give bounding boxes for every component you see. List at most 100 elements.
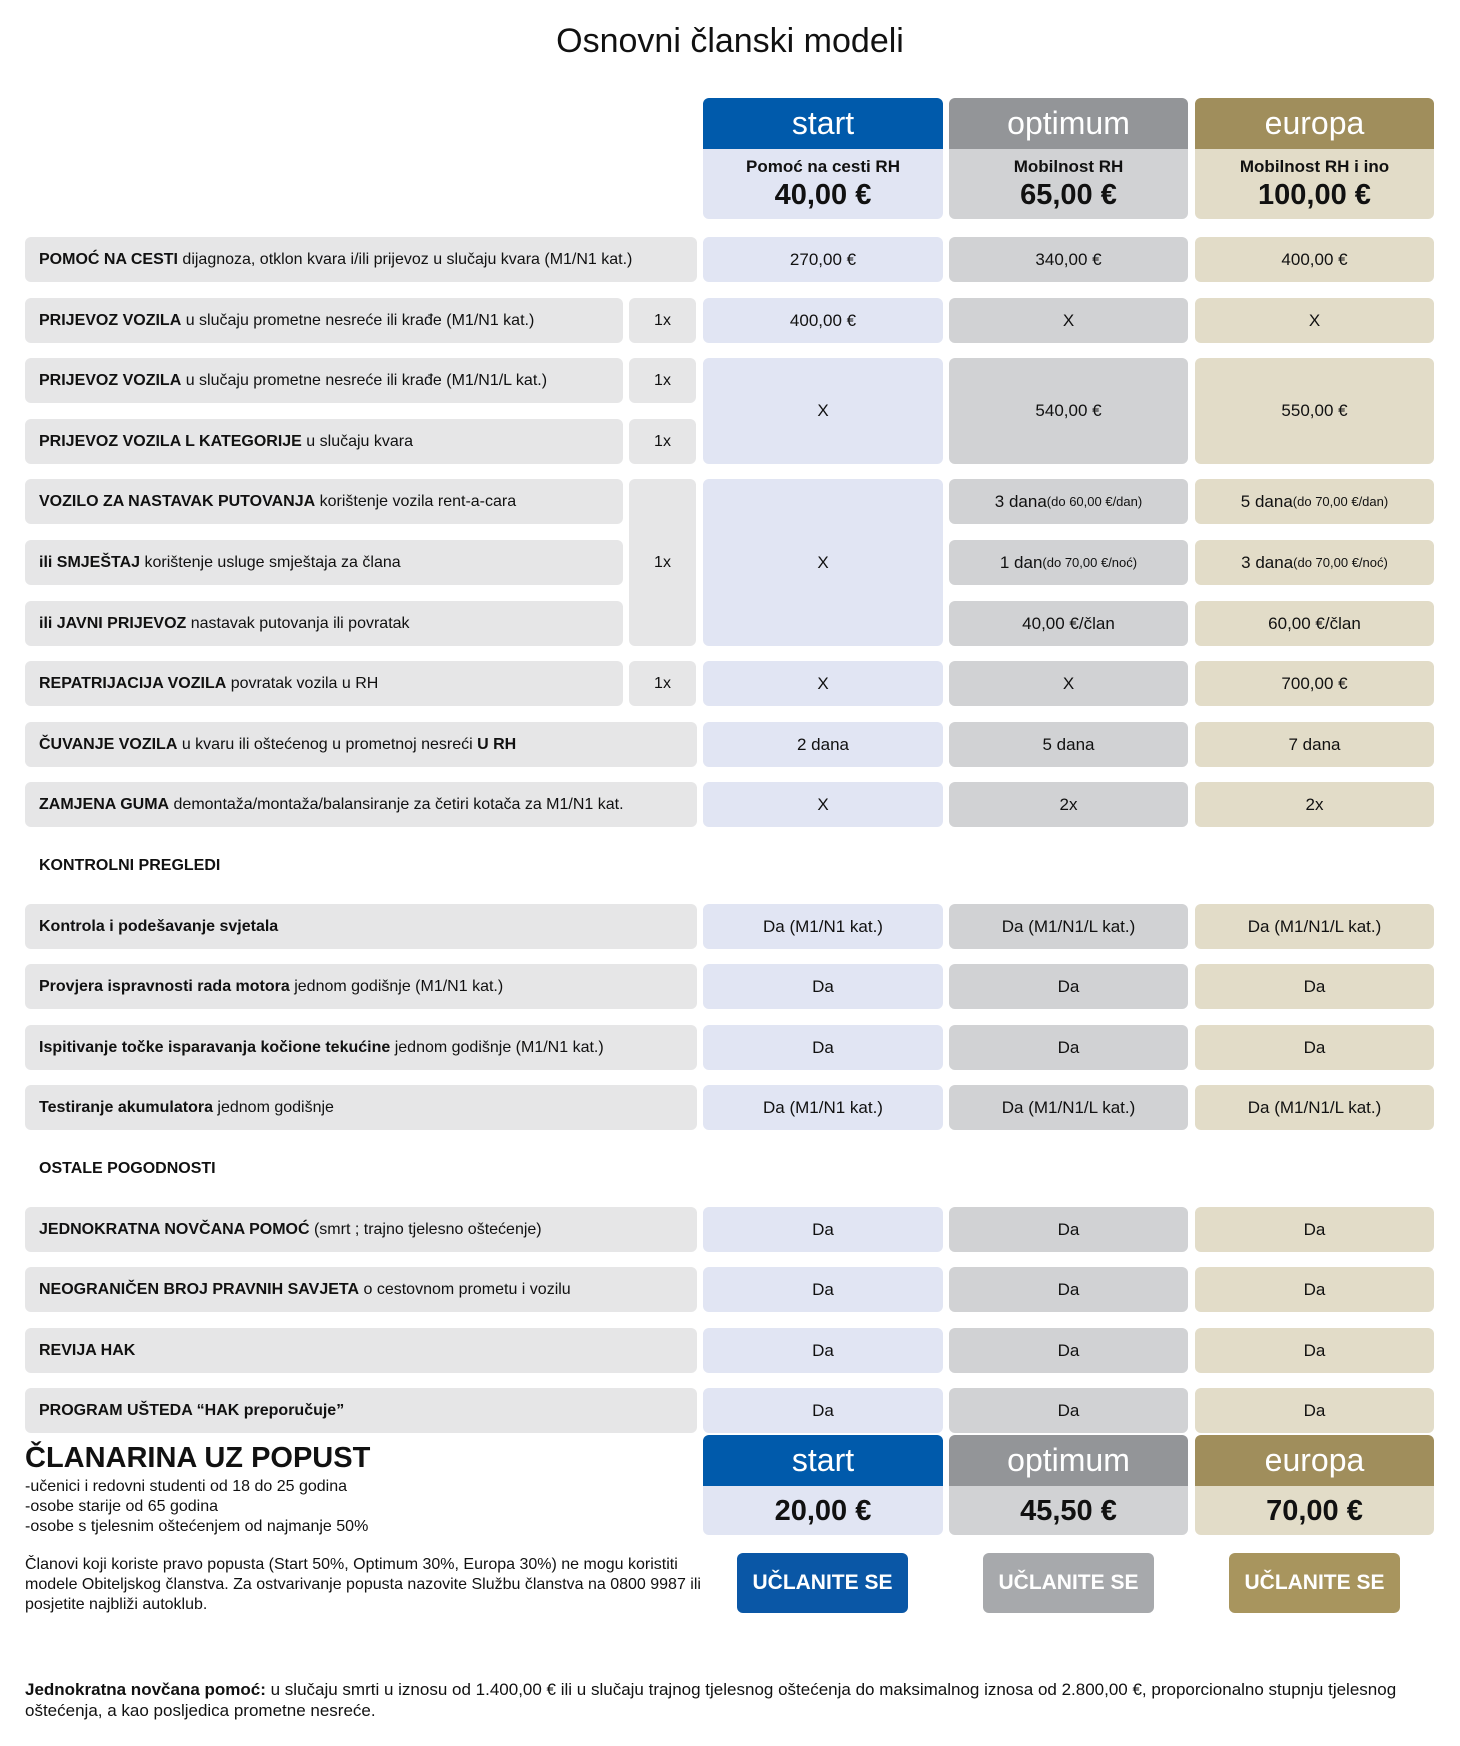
benefit-description: jednom godišnje xyxy=(212,1098,334,1116)
benefit-description: korištenje vozila rent-a-cara xyxy=(315,492,517,510)
value-start: Da xyxy=(703,1025,943,1070)
benefit-label: ili JAVNI PRIJEVOZ nastavak putovanja il… xyxy=(25,601,623,646)
value-start: 270,00 € xyxy=(703,237,943,282)
benefit-label: ili SMJEŠTAJ korištenje usluge smještaja… xyxy=(25,540,623,585)
benefit-name: NEOGRANIČEN BROJ PRAVNIH SAVJETA xyxy=(39,1280,360,1298)
benefit-label: JEDNOKRATNA NOVČANA POMOĆ (smrt ; trajno… xyxy=(25,1207,697,1252)
value-optimum: X xyxy=(949,298,1188,343)
plan-price: 65,00 € xyxy=(1020,178,1117,211)
benefit-name: PROGRAM UŠTEDA “HAK preporučuje” xyxy=(39,1401,345,1419)
value-europa: X xyxy=(1195,298,1434,343)
value-europa: 5 dana (do 70,00 €/dan) xyxy=(1195,479,1434,524)
discount-title: ČLANARINA UZ POPUST xyxy=(25,1442,371,1474)
value-europa: Da (M1/N1/L kat.) xyxy=(1195,1085,1434,1130)
benefit-description: povratak vozila u RH xyxy=(226,674,379,692)
benefit-label: ZAMJENA GUMA demontaža/montaža/balansira… xyxy=(25,782,697,827)
plan-price: 100,00 € xyxy=(1258,178,1371,211)
benefit-label: PRIJEVOZ VOZILA L KATEGORIJE u slučaju k… xyxy=(25,419,623,464)
benefit-description: u kvaru ili oštećenog u prometnoj nesreć… xyxy=(177,735,478,753)
benefit-name: PRIJEVOZ VOZILA xyxy=(39,371,182,389)
value-optimum: 5 dana xyxy=(949,722,1188,767)
plan-subtitle: Mobilnost RH xyxy=(1013,156,1124,176)
benefit-name: POMOĆ NA CESTI xyxy=(39,250,178,268)
value-start: 400,00 € xyxy=(703,298,943,343)
benefit-label: Provjera ispravnosti rada motora jednom … xyxy=(25,964,697,1009)
benefit-name: ZAMJENA GUMA xyxy=(39,795,170,813)
value-optimum: 2x xyxy=(949,782,1188,827)
condition: -osobe starije od 65 godina xyxy=(25,1498,219,1515)
value-start: Da xyxy=(703,1388,943,1433)
benefit-label: ČUVANJE VOZILA u kvaru ili oštećenog u p… xyxy=(25,722,697,767)
plan-price-optimum: Mobilnost RH 65,00 € xyxy=(949,149,1188,219)
plan-header-start: start xyxy=(703,98,943,149)
benefit-description: jednom godišnje (M1/N1 kat.) xyxy=(289,977,504,995)
benefit-name: Ispitivanje točke isparavanja kočione te… xyxy=(39,1038,391,1056)
value-europa: 550,00 € xyxy=(1195,358,1434,464)
benefit-description: jednom godišnje (M1/N1 kat.) xyxy=(390,1038,604,1056)
value-optimum: Da xyxy=(949,1267,1188,1312)
benefit-label: Kontrola i podešavanje svjetala xyxy=(25,904,697,949)
value-optimum: Da xyxy=(949,964,1188,1009)
benefit-description: (smrt ; trajno tjelesno oštećenje) xyxy=(309,1220,542,1238)
plan-subtitle: Pomoć na cesti RH xyxy=(746,156,900,176)
benefit-description: u slučaju kvara xyxy=(301,432,414,450)
benefit-name: VOZILO ZA NASTAVAK PUTOVANJA xyxy=(39,492,316,510)
usage-limit: 1x xyxy=(629,661,696,706)
benefit-label: PROGRAM UŠTEDA “HAK preporučuje” xyxy=(25,1388,697,1433)
value-note: (do 70,00 €/noć) xyxy=(1293,555,1388,570)
value-europa: 2x xyxy=(1195,782,1434,827)
value-europa: Da xyxy=(1195,1207,1434,1252)
condition: -učenici i redovni studenti od 18 do 25 … xyxy=(25,1478,347,1495)
benefit-name: PRIJEVOZ VOZILA xyxy=(39,311,182,329)
value-europa: 400,00 € xyxy=(1195,237,1434,282)
value-start: X xyxy=(703,358,943,464)
benefit-label: Testiranje akumulatora jednom godišnje xyxy=(25,1085,697,1130)
value-start: 2 dana xyxy=(703,722,943,767)
benefit-name-suffix: U RH xyxy=(477,735,517,753)
value-europa: 700,00 € xyxy=(1195,661,1434,706)
value-note: (do 70,00 €/dan) xyxy=(1292,494,1389,509)
usage-limit: 1x xyxy=(629,479,696,646)
usage-limit: 1x xyxy=(629,298,696,343)
value-europa: 60,00 €/član xyxy=(1195,601,1434,646)
value-start: Da xyxy=(703,1328,943,1373)
value-optimum: X xyxy=(949,661,1188,706)
join-optimum-button[interactable]: UČLANITE SE xyxy=(983,1553,1154,1613)
benefit-name: JEDNOKRATNA NOVČANA POMOĆ xyxy=(39,1220,310,1238)
value-europa: 7 dana xyxy=(1195,722,1434,767)
benefit-name: ili JAVNI PRIJEVOZ xyxy=(39,614,187,632)
join-europa-button[interactable]: UČLANITE SE xyxy=(1229,1553,1400,1613)
value-optimum: Da xyxy=(949,1388,1188,1433)
join-start-button[interactable]: UČLANITE SE xyxy=(737,1553,908,1613)
condition: -osobe s tjelesnim oštećenjem od najmanj… xyxy=(25,1518,369,1535)
footnote-bold: Jednokratna novčana pomoć: xyxy=(25,1680,266,1699)
plan-price-start: Pomoć na cesti RH 40,00 € xyxy=(703,149,943,219)
value-start: Da xyxy=(703,964,943,1009)
benefit-label: POMOĆ NA CESTI dijagnoza, otklon kvara i… xyxy=(25,237,697,282)
benefit-description: u slučaju prometne nesreće ili krađe (M1… xyxy=(181,371,548,389)
discount-price-start: 20,00 € xyxy=(703,1486,943,1535)
value-start: Da xyxy=(703,1207,943,1252)
benefit-label: NEOGRANIČEN BROJ PRAVNIH SAVJETA o cesto… xyxy=(25,1267,697,1312)
discount-note: Članovi koji koriste pravo popusta (Star… xyxy=(25,1556,701,1613)
benefit-label: REPATRIJACIJA VOZILA povratak vozila u R… xyxy=(25,661,623,706)
value-optimum: 340,00 € xyxy=(949,237,1188,282)
discount-header-start: start xyxy=(703,1435,943,1486)
discount-price: 45,50 € xyxy=(1020,1495,1117,1527)
value-europa: Da xyxy=(1195,1025,1434,1070)
footnote: Jednokratna novčana pomoć: u slučaju smr… xyxy=(25,1679,1440,1721)
value-start: X xyxy=(703,479,943,646)
value-start: X xyxy=(703,661,943,706)
plan-price-europa: Mobilnost RH i ino 100,00 € xyxy=(1195,149,1434,219)
footnote-text: u slučaju smrti u iznosu od 1.400,00 € i… xyxy=(25,1680,1397,1720)
value-main: 3 dana xyxy=(994,491,1047,511)
value-optimum: 1 dan (do 70,00 €/noć) xyxy=(949,540,1188,585)
value-main: 5 dana xyxy=(1240,491,1293,511)
value-optimum: Da (M1/N1/L kat.) xyxy=(949,1085,1188,1130)
plan-header-optimum: optimum xyxy=(949,98,1188,149)
benefit-label: Ispitivanje točke isparavanja kočione te… xyxy=(25,1025,697,1070)
benefit-name: ili SMJEŠTAJ xyxy=(39,553,141,571)
usage-limit: 1x xyxy=(629,358,696,403)
benefit-description: dijagnoza, otklon kvara i/ili prijevoz u… xyxy=(177,250,633,268)
